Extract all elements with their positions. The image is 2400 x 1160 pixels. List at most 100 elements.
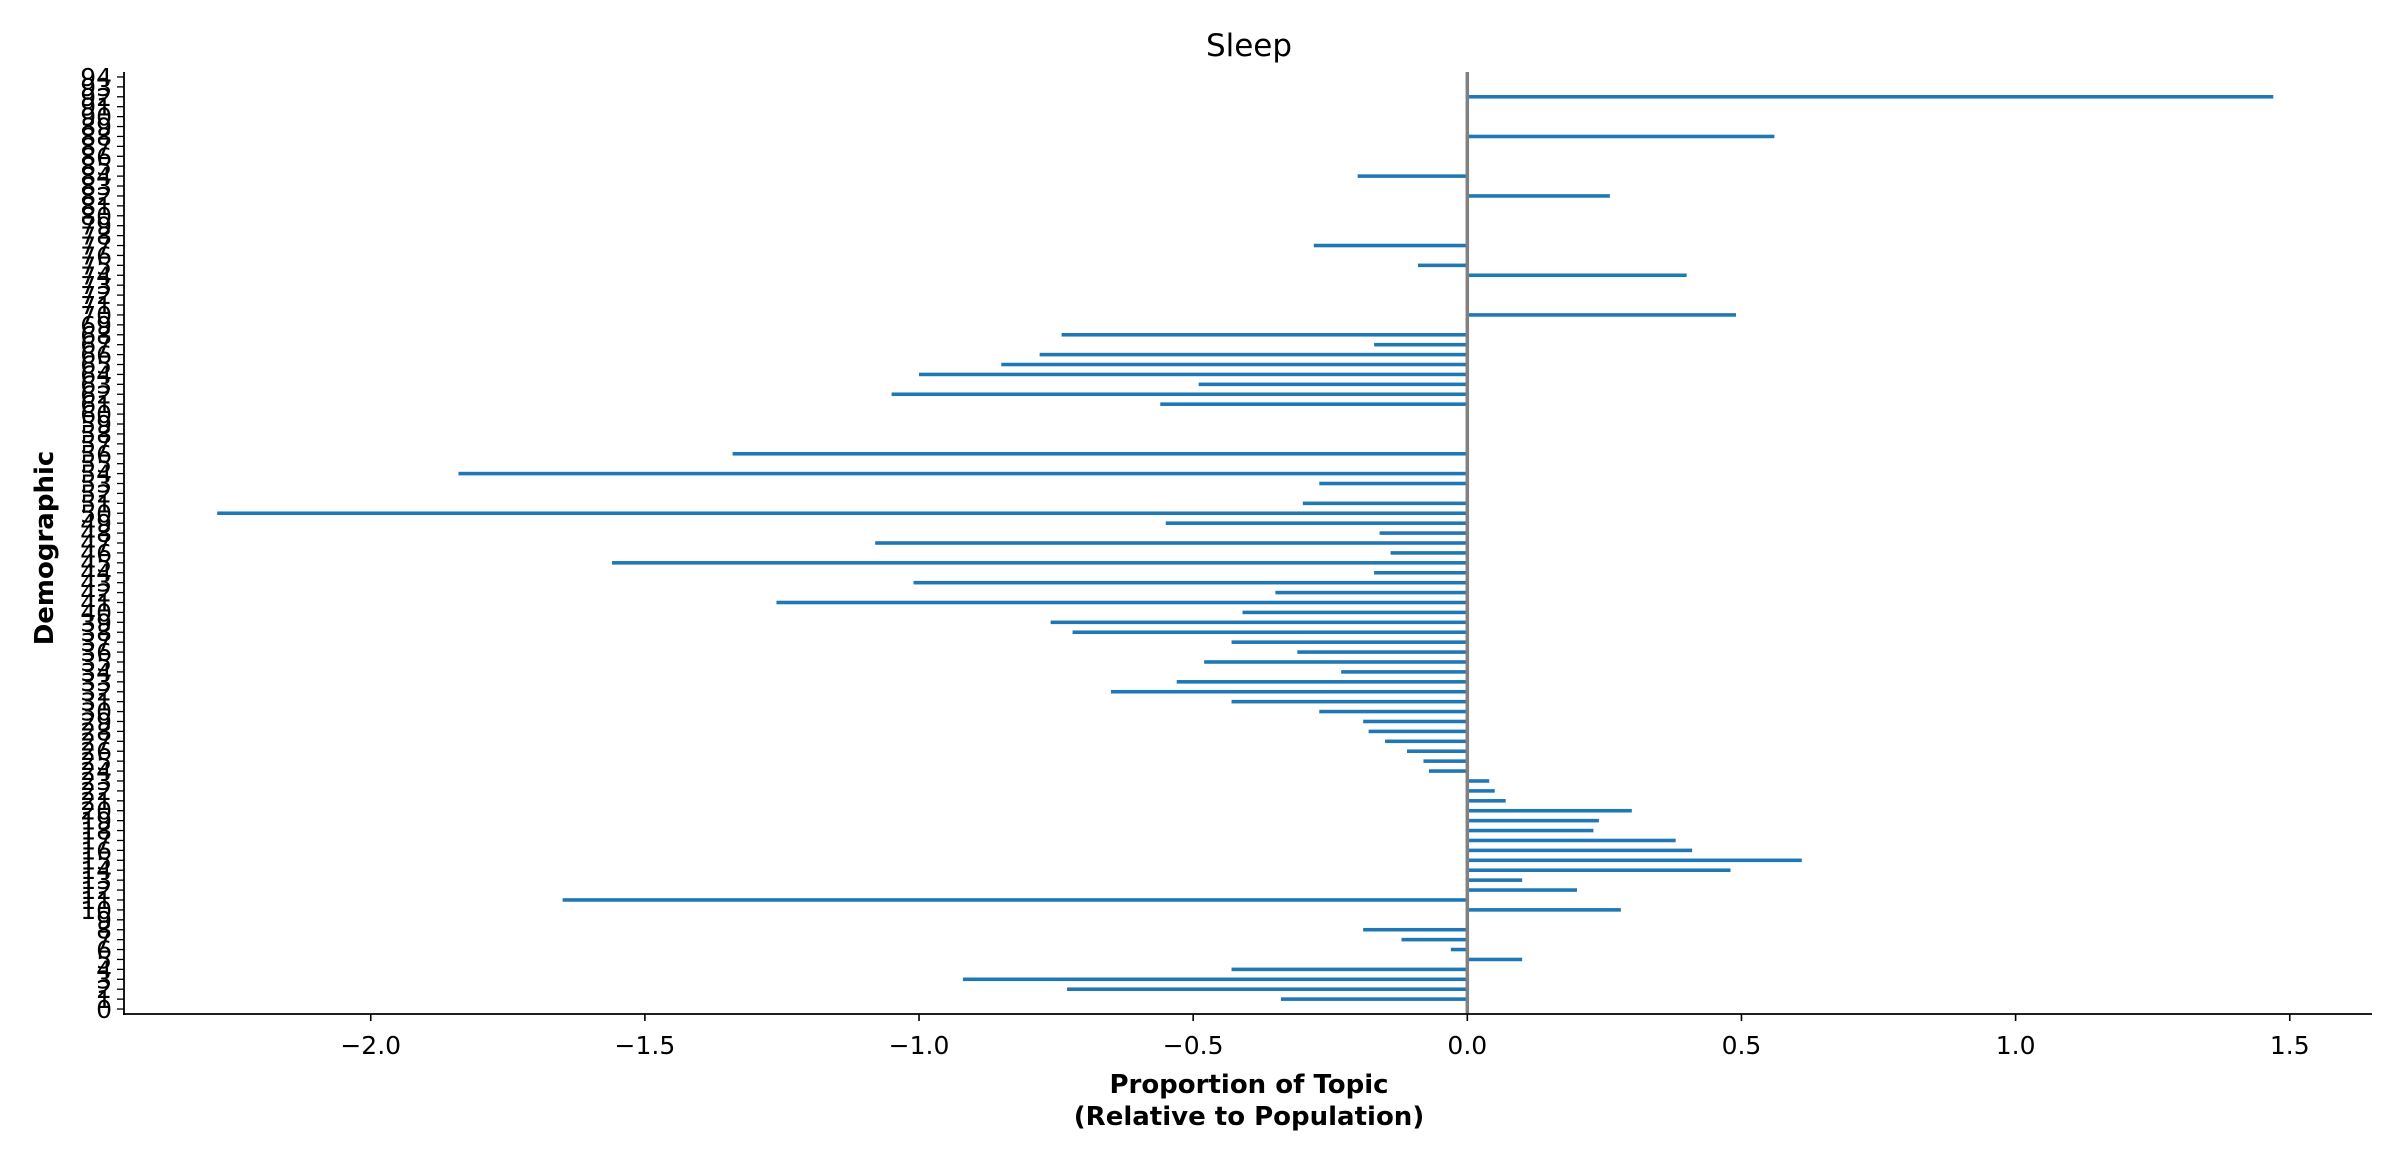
bar-30 [1319, 709, 1468, 714]
bar-7 [1401, 937, 1468, 942]
y-tick-label: 72 [80, 281, 112, 310]
y-tick-label: 65 [80, 351, 112, 380]
y-tick-label: 22 [80, 777, 112, 806]
y-tick-label: 38 [80, 618, 112, 647]
y-tick-label: 27 [80, 727, 112, 756]
y-tick-label: 81 [80, 192, 112, 221]
bar-8 [1363, 927, 1468, 932]
y-tick-label: 66 [80, 341, 112, 370]
bar-3 [962, 977, 1468, 982]
y-tick-label: 91 [80, 93, 112, 122]
bar-28 [1368, 729, 1468, 734]
y-tick-label: 78 [80, 222, 112, 251]
bar-54 [458, 471, 1468, 476]
y-tick-label: 25 [80, 747, 112, 776]
bar-56 [732, 451, 1468, 456]
y-tick-label: 54 [80, 460, 112, 489]
y-tick-label: 1 [96, 985, 112, 1014]
bar-74 [1467, 273, 1687, 278]
y-tick-label: 2 [96, 975, 112, 1004]
y-tick-label: 89 [80, 113, 112, 142]
y-tick-label: 73 [80, 271, 112, 300]
bars-group [217, 95, 2274, 1001]
bar-84 [1357, 174, 1468, 178]
y-tick-label: 92 [80, 83, 112, 112]
bar-36 [1297, 650, 1468, 654]
y-tick-label: 14 [80, 856, 112, 885]
x-tick-label: −1.0 [889, 1031, 950, 1060]
bar-62 [891, 392, 1468, 397]
y-tick-label: 74 [80, 261, 112, 290]
bar-37 [1231, 640, 1468, 644]
y-tick-label: 76 [80, 241, 112, 270]
bar-15 [1467, 858, 1802, 863]
y-tick-label: 50 [80, 499, 112, 528]
y-tick-label: 19 [80, 807, 112, 836]
bar-42 [1275, 590, 1468, 595]
y-tick-label: 20 [80, 797, 112, 826]
y-tick-label: 90 [80, 103, 112, 132]
x-tick-label: 1.5 [2270, 1031, 2310, 1060]
bar-67 [1374, 342, 1468, 347]
y-tick-label: 88 [80, 122, 112, 151]
bar-32 [1110, 689, 1468, 694]
y-tick-label: 11 [80, 886, 112, 915]
bar-70 [1467, 313, 1736, 317]
y-tick-label: 41 [80, 588, 112, 617]
bar-40 [1242, 610, 1468, 615]
bar-51 [1302, 501, 1468, 506]
bar-5 [1467, 957, 1523, 962]
bar-88 [1467, 134, 1775, 139]
y-tick-label: 82 [80, 182, 112, 211]
y-tick-label: 13 [80, 866, 112, 895]
y-tick-label: 69 [80, 311, 112, 340]
bar-10 [1467, 908, 1621, 912]
x-ticks-group: −2.0 −1.5 −1.0 −0.5 0.0 0.5 1.0 1.5 [340, 1014, 2310, 1060]
y-tick-label: 4 [96, 955, 112, 984]
bar-25 [1423, 759, 1468, 763]
y-tick-label: 45 [80, 549, 112, 578]
y-tick-label: 80 [80, 202, 112, 231]
y-tick-label: 15 [80, 846, 112, 875]
y-tick-label: 8 [96, 916, 112, 945]
y-tick-label: 93 [80, 73, 112, 102]
y-tick-label: 21 [80, 787, 112, 816]
bar-29 [1363, 719, 1468, 724]
y-tick-label: 12 [80, 876, 112, 905]
y-tick-label: 40 [80, 598, 112, 627]
y-tick-label: 42 [80, 579, 112, 608]
bar-34 [1341, 670, 1468, 674]
bar-19 [1467, 818, 1599, 823]
y-tick-label: 61 [80, 390, 112, 419]
bar-49 [1165, 521, 1468, 525]
bar-18 [1467, 828, 1594, 833]
bar-13 [1467, 878, 1523, 882]
bar-2 [1067, 987, 1468, 991]
y-tick-label: 48 [80, 519, 112, 548]
bar-82 [1467, 194, 1610, 198]
y-tick-label: 33 [80, 668, 112, 697]
y-tick-label: 46 [80, 539, 112, 568]
bar-38 [1072, 630, 1468, 635]
bar-46 [1390, 551, 1468, 555]
y-tick-label: 60 [80, 400, 112, 429]
y-tick-label: 17 [80, 826, 112, 855]
y-tick-label: 58 [80, 420, 112, 449]
bar-1 [1280, 997, 1468, 1001]
y-tick-label: 75 [80, 251, 112, 280]
y-tick-label: 49 [80, 509, 112, 538]
bar-21 [1467, 799, 1506, 803]
bar-64 [919, 372, 1468, 377]
y-tick-label: 63 [80, 370, 112, 399]
y-tick-label: 18 [80, 817, 112, 846]
y-tick-label: 86 [80, 142, 112, 171]
y-ticks-group: 0123456789101112131415161718192021222324… [80, 63, 124, 1024]
bar-20 [1467, 808, 1632, 813]
x-axis-label-line-1: Proportion of Topic [1109, 1070, 1388, 1100]
bar-33 [1176, 680, 1468, 684]
bar-26 [1407, 749, 1468, 754]
y-tick-label: 70 [80, 301, 112, 330]
bar-22 [1467, 789, 1495, 793]
bar-6 [1450, 947, 1468, 952]
bar-68 [1061, 332, 1468, 337]
